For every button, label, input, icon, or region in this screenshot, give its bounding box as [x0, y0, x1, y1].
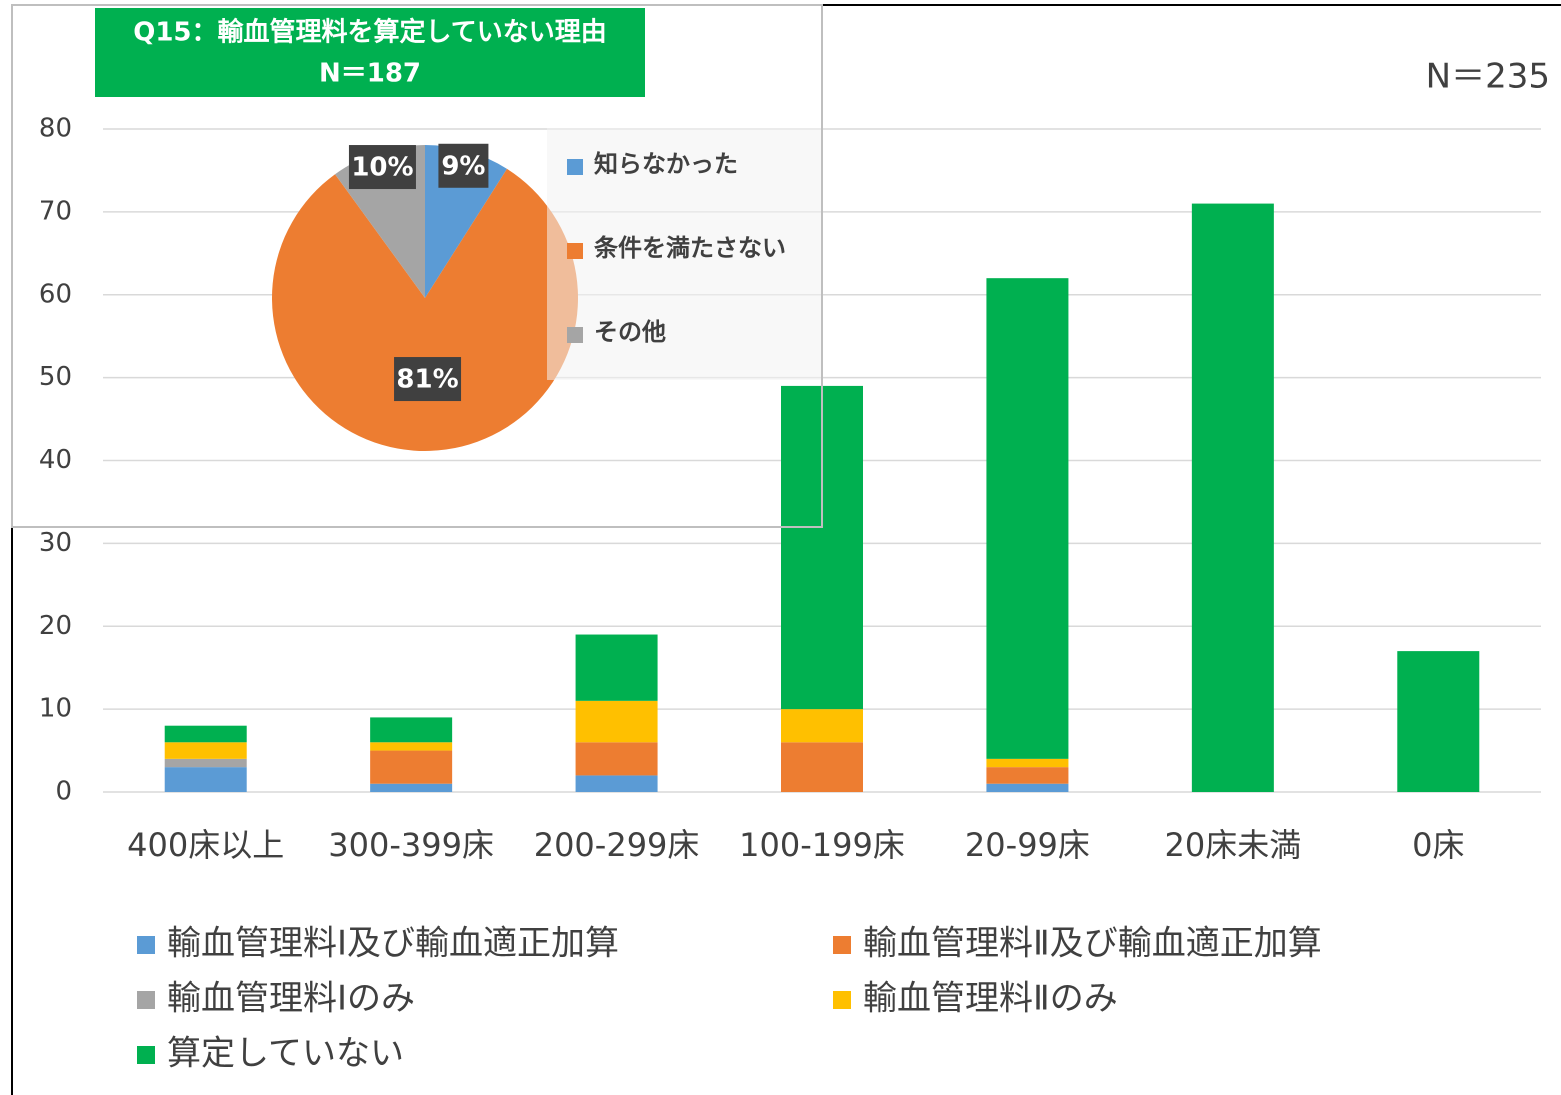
bar-segment: [164, 742, 247, 759]
legend-label: 輸血管理料Ⅰのみ: [167, 979, 415, 1019]
inset-title: Q15：輸血管理料を算定していない理由: [133, 17, 607, 48]
bar-segment: [370, 717, 453, 743]
x-tick-label: 0床: [1412, 826, 1464, 864]
pie-marks: 9% 知らなかった 81% 条件を満たさない 10% その他: [272, 128, 822, 452]
data-label: 10%: [351, 153, 413, 183]
bar-segment: [1397, 651, 1480, 792]
y-tick-label: 30: [39, 528, 72, 558]
bar-segment: [986, 278, 1069, 759]
y-tick-label: 40: [39, 445, 72, 475]
legend-label: 輸血管理料Ⅱのみ: [863, 979, 1118, 1019]
legend-label: 知らなかった: [594, 150, 738, 178]
bar-segment: [164, 725, 247, 743]
y-tick-label: 70: [39, 196, 72, 226]
bar-segment: [986, 783, 1069, 792]
bar-segment: [575, 700, 658, 743]
y-tick-label: 50: [39, 362, 72, 392]
bar-segment: [370, 783, 453, 792]
y-tick-label: 0: [55, 777, 72, 807]
inset-border: [11, 4, 823, 528]
bar-segment: [164, 767, 247, 792]
bar-segment: [370, 742, 453, 751]
x-tick-label: 20床未満: [1164, 826, 1301, 864]
inset-title-box: [95, 8, 645, 97]
x-tick-label: 400床以上: [127, 826, 284, 864]
legend-swatch: [567, 327, 583, 343]
data-label-box: [394, 357, 462, 402]
bar-segment: [1191, 203, 1274, 792]
bar-segment: [164, 758, 247, 768]
bar-segment: [781, 709, 863, 743]
x-tick-label: 300-399床: [328, 826, 494, 864]
legend-swatch: [567, 243, 583, 259]
legend-label: 輸血管理料Ⅱ及び輸血適正加算: [863, 924, 1322, 964]
legend-label: 輸血管理料Ⅰ及び輸血適正加算: [167, 924, 619, 964]
legend-swatch: [833, 936, 851, 954]
bar-segment: [986, 758, 1069, 768]
bar-segment: [575, 742, 658, 776]
legend-swatch: [833, 991, 851, 1009]
x-tick-label: 200-299床: [534, 826, 700, 864]
legend-box: [547, 128, 822, 380]
inset-subtitle: N＝187: [319, 59, 421, 89]
y-tick-label: 20: [39, 611, 72, 641]
legend-label: その他: [594, 318, 666, 346]
bar-segment: [781, 742, 863, 792]
x-tick-label: 100-199床: [739, 826, 905, 864]
legend-swatch: [567, 159, 583, 175]
data-label: 81%: [396, 365, 458, 395]
legend-swatch: [137, 991, 155, 1009]
bar-segment: [575, 775, 658, 792]
y-tick-label: 60: [39, 279, 72, 309]
bar-segment: [575, 634, 658, 701]
annotation: N＝235: [1426, 57, 1550, 97]
y-tick-label: 80: [39, 114, 72, 144]
bar-segment: [986, 767, 1069, 784]
legend-label: 算定していない: [167, 1034, 404, 1074]
data-label-box: [348, 145, 416, 190]
legend-swatch: [137, 936, 155, 954]
pie-chart: 9% 知らなかった 81% 条件を満たさない 10% その他 Q15：輸血管理料を算定して…: [11, 4, 823, 528]
pie-slice: [272, 168, 578, 452]
data-label-box: [438, 143, 489, 188]
y-tick-label: 10: [39, 694, 72, 724]
legend-label: 条件を満たさない: [594, 234, 786, 262]
bar-segment: [370, 750, 453, 784]
data-label: 9%: [441, 151, 485, 181]
legend-swatch: [137, 1046, 155, 1064]
x-tick-label: 20-99床: [965, 826, 1090, 864]
